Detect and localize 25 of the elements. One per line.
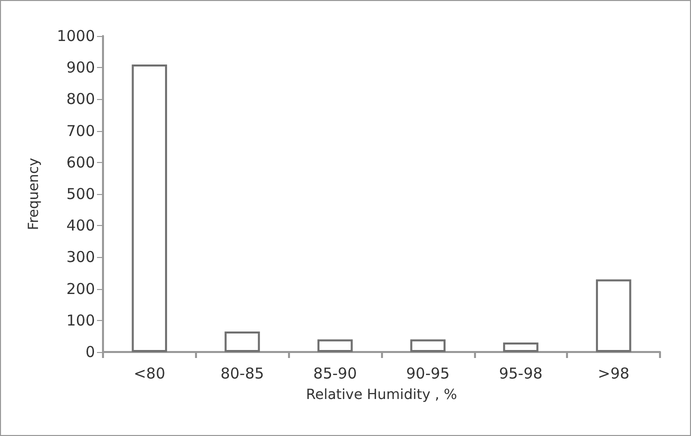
x-tick-label: 85-90	[313, 364, 357, 382]
y-tick-label: 700	[66, 122, 95, 140]
y-tick-label: 0	[85, 343, 95, 361]
bar	[224, 331, 260, 352]
y-tick-label: 100	[66, 311, 95, 330]
y-tick-label: 600	[66, 153, 95, 172]
x-tick-label: 90-95	[406, 364, 450, 382]
y-tick-label: 500	[66, 185, 95, 203]
y-tick-label: 200	[66, 280, 95, 298]
x-tick-label: 80-85	[220, 364, 264, 382]
x-tick-label: <80	[134, 364, 166, 382]
y-axis-title: Frequency	[26, 158, 42, 230]
bar	[132, 64, 168, 352]
y-tick-label: 300	[66, 248, 95, 266]
bar	[317, 339, 353, 352]
bar	[596, 279, 632, 352]
y-tick-label: 900	[66, 58, 95, 77]
x-axis-title: Relative Humidity , %	[306, 387, 458, 403]
bar	[503, 342, 538, 352]
y-tick-label: 800	[66, 90, 95, 108]
y-tick-label: 1000	[56, 27, 95, 45]
y-tick-label: 400	[66, 216, 95, 235]
x-tick-label: >98	[598, 364, 630, 382]
bar	[410, 339, 446, 352]
x-tick-label: 95-98	[498, 364, 543, 382]
